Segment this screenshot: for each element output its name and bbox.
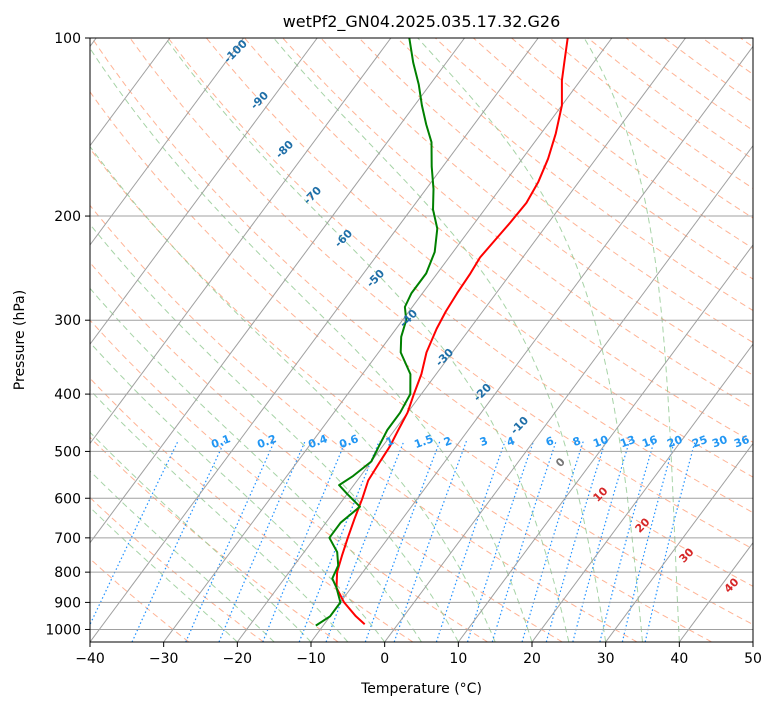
- mixing-ratio-label: 0.2: [255, 432, 278, 451]
- mixing-ratio-label: 1: [384, 434, 396, 449]
- y-tick-label: 100: [54, 31, 81, 47]
- isotherm: [90, 38, 539, 642]
- isotherm: [90, 38, 171, 147]
- mixing-ratio-label: 13: [618, 433, 637, 450]
- mixing-ratio-label: 1.5: [412, 432, 435, 451]
- isotherm: [90, 38, 318, 346]
- mixing-ratio-label: 6: [544, 434, 556, 449]
- x-tick-label: −30: [149, 651, 179, 667]
- moist-adiabat: [90, 341, 386, 642]
- mixing-ratio-label: 36: [732, 433, 751, 451]
- chart-title: wetPf2_GN04.2025.035.17.32.G26: [283, 12, 561, 32]
- dry-adiabat: [90, 204, 638, 642]
- dry-adiabat: [90, 261, 563, 642]
- moist-adiabat: [164, 38, 570, 642]
- x-tick-label: 10: [449, 651, 467, 667]
- isotherm: [90, 38, 244, 246]
- y-tick-label: 500: [54, 444, 81, 460]
- isotherm: [310, 45, 753, 642]
- moist-adiabat: [90, 47, 533, 642]
- isotherm: [605, 442, 753, 642]
- mixing-ratio-label: 16: [640, 433, 659, 451]
- dry-adiabat: [90, 147, 712, 642]
- x-tick-label: 20: [523, 651, 541, 667]
- isotherm: [457, 244, 753, 642]
- mixing-ratio-label: 10: [591, 433, 610, 451]
- mixing-ratio-line: [521, 440, 584, 642]
- y-tick-label: 400: [54, 387, 81, 403]
- y-axis-ticks: 1000 900 800 700 600 500 400 300 200 100: [45, 31, 90, 638]
- moist-adiabats: [90, 38, 680, 642]
- mixing-ratio-line: [491, 440, 557, 642]
- moist-adiabat: [273, 38, 607, 642]
- moist-adiabat: [90, 223, 459, 642]
- x-axis-label: Temperature (°C): [360, 681, 482, 697]
- mixing-ratio-label: 3: [478, 434, 490, 449]
- dry-adiabat: [358, 38, 753, 344]
- dewpoint-profile: [315, 38, 439, 627]
- mixing-ratio-label: 25: [690, 433, 709, 450]
- dry-adiabat: [396, 38, 753, 312]
- x-tick-label: 50: [744, 651, 762, 667]
- isotherm: [384, 144, 753, 642]
- isotherm: [90, 38, 392, 445]
- x-axis-ticks: −40 −30 −20 −10 0 10 20 30 40 50: [75, 642, 762, 667]
- x-tick-label: −10: [296, 651, 326, 667]
- x-tick-label: 40: [670, 651, 688, 667]
- y-tick-label: 600: [54, 491, 81, 507]
- isotherm: [531, 343, 753, 642]
- dry-adiabat: [90, 91, 753, 626]
- mixing-ratio-label: 20: [665, 433, 684, 451]
- mixing-ratio-lines: [90, 440, 696, 642]
- isotherm: [236, 38, 686, 642]
- x-tick-label: −20: [223, 651, 253, 667]
- temperature-profile: [335, 38, 569, 626]
- mixing-ratio-line: [545, 440, 606, 642]
- sounding-profiles: [315, 38, 569, 627]
- isotherm: [90, 38, 465, 544]
- y-tick-label: 1000: [45, 622, 81, 638]
- moist-adiabat: [90, 470, 275, 642]
- mixing-ratio-label: 0.6: [337, 432, 360, 451]
- moist-adiabat: [90, 506, 238, 642]
- dry-adiabat: [167, 38, 753, 514]
- mixing-ratio-line: [218, 440, 306, 642]
- dry-adiabat: [320, 38, 753, 376]
- mixing-ratio-label: 30: [710, 433, 729, 451]
- dry-adiabat: [91, 38, 753, 587]
- mixing-ratio-label: 8: [571, 434, 583, 449]
- y-tick-label: 300: [54, 313, 81, 329]
- y-axis-label: Pressure (hPa): [12, 290, 28, 390]
- mixing-ratio-line: [131, 440, 226, 642]
- moist-adiabat: [417, 38, 643, 642]
- y-tick-label: 800: [54, 565, 81, 581]
- mixing-ratio-line: [572, 440, 631, 642]
- mixing-ratio-line: [393, 440, 468, 642]
- dry-adiabat: [90, 377, 414, 642]
- mixing-ratio-line: [621, 440, 676, 642]
- plot-area: [90, 38, 753, 642]
- mixing-ratio-line: [364, 440, 441, 642]
- isotherms: [90, 38, 753, 642]
- y-tick-label: 700: [54, 531, 81, 547]
- y-tick-label: 200: [54, 209, 81, 225]
- moist-adiabat: [583, 38, 680, 642]
- mixing-ratio-label: 2: [442, 434, 454, 449]
- moist-adiabat: [90, 287, 422, 642]
- mixing-ratio-label: 0.4: [306, 432, 329, 451]
- plot-frame: [89, 37, 754, 643]
- x-tick-label: 30: [597, 651, 615, 667]
- mixing-ratio-line: [644, 440, 696, 642]
- x-tick-label: −40: [75, 651, 105, 667]
- mixing-ratio-line: [599, 440, 655, 642]
- mixing-ratio-label: 0.1: [209, 432, 232, 451]
- moist-adiabat: [90, 389, 349, 642]
- mixing-ratio-line: [185, 440, 276, 642]
- y-tick-label: 900: [54, 595, 81, 611]
- isotherm: [163, 38, 613, 642]
- x-tick-label: 0: [380, 651, 389, 667]
- mixing-ratio-label: 4: [505, 434, 517, 449]
- mixing-ratio-line: [466, 440, 535, 642]
